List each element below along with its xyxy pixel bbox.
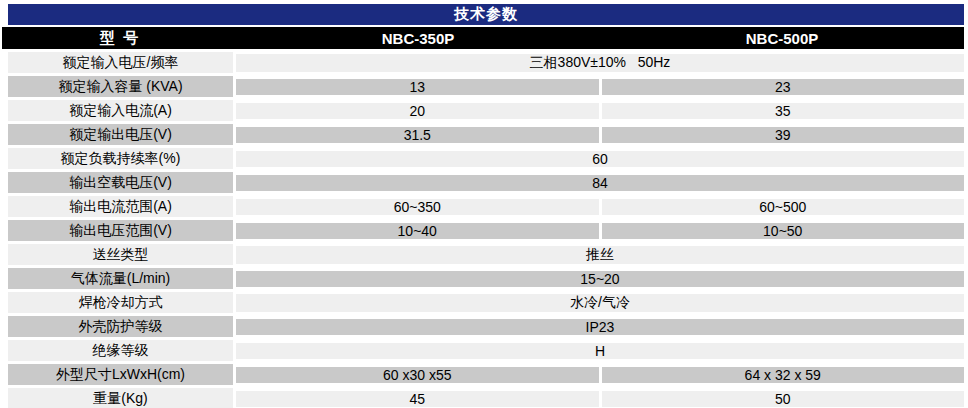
table-title-bar: 技术参数: [8, 4, 964, 25]
value-cell-500p: 64 x 32 x 59: [602, 367, 965, 383]
table-title: 技术参数: [454, 5, 518, 24]
table-row: 外型尺寸LxWxH(cm) 60 x30 x55 64 x 32 x 59: [8, 364, 964, 385]
value-cell-span: 15~20: [236, 271, 964, 287]
table-row: 绝缘等级 H: [8, 340, 964, 361]
model-header-row: 型 号 NBC-350P NBC-500P: [2, 27, 964, 49]
row-label: 输出电流范围(A): [8, 196, 233, 217]
row-label: 重量(Kg): [8, 388, 233, 408]
table-row: 气体流量(L/min) 15~20: [8, 268, 964, 289]
row-label: 外壳防护等级: [8, 316, 233, 337]
row-label: 输出电压范围(V): [8, 220, 233, 241]
value-cell-500p: 60~500: [602, 199, 965, 215]
table-row: 送丝类型 推丝: [8, 244, 964, 265]
model-name-500p: NBC-500P: [600, 27, 964, 49]
value-cell-350p: 60 x30 x55: [236, 367, 599, 383]
table-row: 输出电压范围(V) 10~40 10~50: [8, 220, 964, 241]
value-cell-span: H: [236, 343, 964, 359]
table-row: 重量(Kg) 45 50: [8, 388, 964, 408]
row-label: 外型尺寸LxWxH(cm): [8, 364, 233, 385]
value-cell-350p: 60~350: [236, 199, 599, 215]
model-header-label: 型 号: [2, 27, 236, 49]
row-label: 额定输出电压(V): [8, 124, 233, 145]
model-name-350p: NBC-350P: [236, 27, 600, 49]
value-cell-span: 水冷/气冷: [236, 294, 964, 312]
row-label: 输出空载电压(V): [8, 172, 233, 193]
row-label: 绝缘等级: [8, 340, 233, 361]
table-row: 额定输入电流(A) 20 35: [8, 100, 964, 121]
table-row: 额定输出电压(V) 31.5 39: [8, 124, 964, 145]
value-cell-span: IP23: [236, 319, 964, 335]
row-label: 额定输入容量 (KVA): [8, 76, 233, 97]
value-cell-500p: 35: [602, 103, 965, 119]
value-cell-350p: 20: [236, 103, 599, 119]
value-cell-span: 84: [236, 175, 964, 191]
spec-rows: 额定输入电压/频率 三相380V±10% 50Hz 额定输入容量 (KVA) 1…: [8, 52, 964, 408]
table-row: 外壳防护等级 IP23: [8, 316, 964, 337]
value-cell-500p: 23: [602, 79, 965, 95]
table-row: 焊枪冷却方式 水冷/气冷: [8, 292, 964, 313]
value-cell-500p: 39: [602, 127, 965, 143]
table-row: 额定输入容量 (KVA) 13 23: [8, 76, 964, 97]
value-cell-span: 60: [236, 151, 964, 167]
table-row: 输出电流范围(A) 60~350 60~500: [8, 196, 964, 217]
value-cell-500p: 10~50: [602, 223, 965, 239]
value-cell-500p: 50: [602, 391, 965, 407]
table-row: 额定输入电压/频率 三相380V±10% 50Hz: [8, 52, 964, 73]
table-row: 输出空载电压(V) 84: [8, 172, 964, 193]
row-label: 额定负载持续率(%): [8, 148, 233, 169]
spec-table: 技术参数 型 号 NBC-350P NBC-500P 额定输入电压/频率 三相3…: [0, 0, 968, 408]
row-label: 送丝类型: [8, 244, 233, 265]
row-label: 额定输入电流(A): [8, 100, 233, 121]
value-cell-350p: 31.5: [236, 127, 599, 143]
row-label: 焊枪冷却方式: [8, 292, 233, 313]
value-cell-350p: 10~40: [236, 223, 599, 239]
value-cell-span: 三相380V±10% 50Hz: [236, 54, 964, 72]
value-cell-350p: 45: [236, 391, 599, 407]
value-cell-350p: 13: [236, 79, 599, 95]
row-label: 额定输入电压/频率: [8, 52, 233, 73]
row-label: 气体流量(L/min): [8, 268, 233, 289]
table-row: 额定负载持续率(%) 60: [8, 148, 964, 169]
value-cell-span: 推丝: [236, 246, 964, 264]
